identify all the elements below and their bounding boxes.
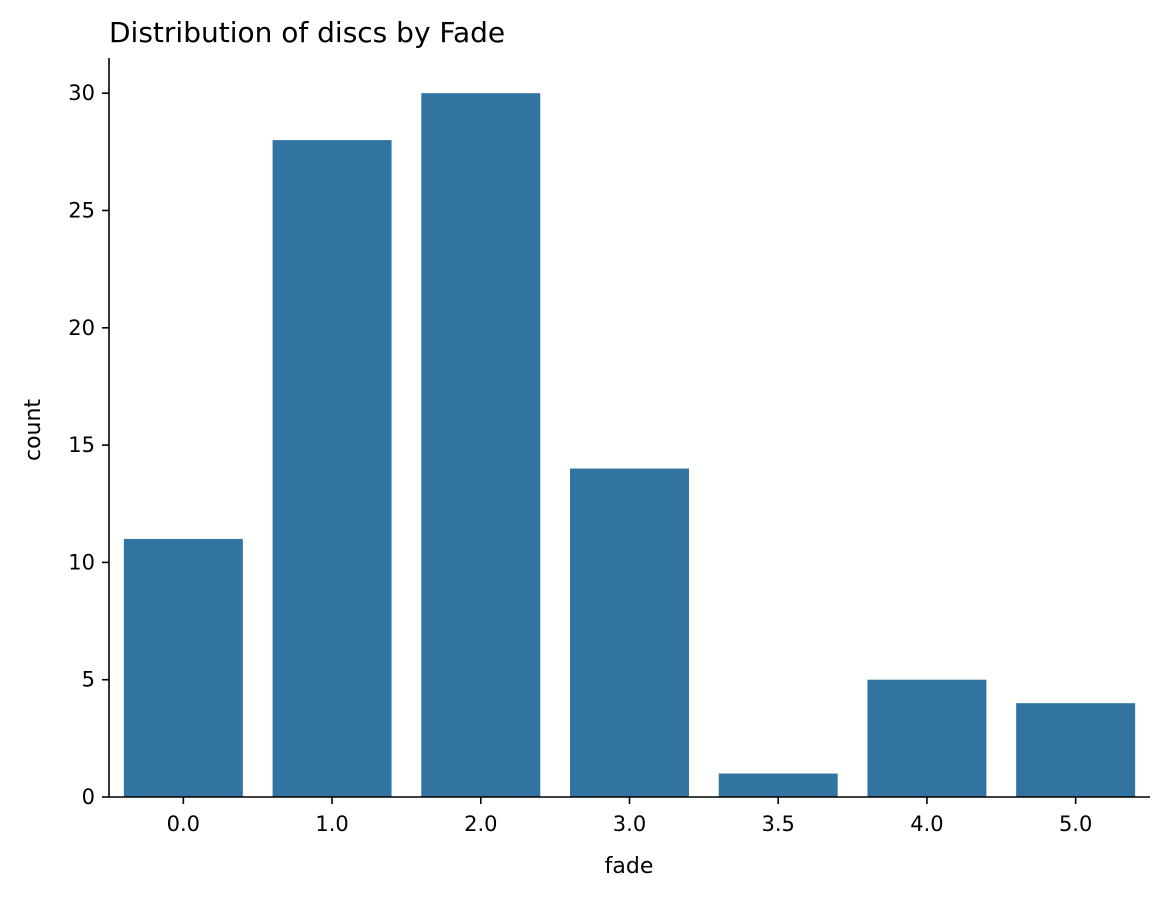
bar-3.0 — [570, 468, 689, 797]
x-ticks-layer: 0.0 1.0 2.0 3.0 3.5 4.0 5.0 — [167, 797, 1092, 836]
y-tick-label: 5 — [82, 668, 95, 692]
y-axis-label: count — [21, 399, 46, 461]
bar-4.0 — [867, 679, 987, 797]
y-ticks-layer: 0 5 10 15 20 25 30 — [68, 81, 109, 809]
x-tick-label: 1.0 — [315, 812, 348, 836]
x-axis-label: fade — [605, 854, 654, 879]
x-tick-label: 3.0 — [613, 812, 646, 836]
y-tick-label: 0 — [82, 785, 95, 809]
x-tick-label: 4.0 — [910, 812, 943, 836]
x-tick-label: 2.0 — [464, 812, 497, 836]
y-tick-label: 10 — [68, 550, 95, 574]
y-tick-label: 30 — [68, 81, 95, 105]
bar-3.5 — [718, 773, 838, 797]
x-tick-label: 3.5 — [762, 812, 795, 836]
x-tick-label: 5.0 — [1059, 812, 1092, 836]
bar-0.0 — [123, 538, 243, 797]
x-tick-label: 0.0 — [167, 812, 200, 836]
bar-2.0 — [421, 93, 541, 797]
bar-5.0 — [1016, 703, 1136, 797]
chart-title: Distribution of discs by Fade — [109, 16, 505, 49]
y-tick-label: 20 — [68, 316, 95, 340]
y-tick-label: 25 — [68, 198, 95, 222]
bar-1.0 — [272, 140, 392, 798]
y-tick-label: 15 — [68, 433, 95, 457]
bars-layer — [123, 93, 1136, 798]
